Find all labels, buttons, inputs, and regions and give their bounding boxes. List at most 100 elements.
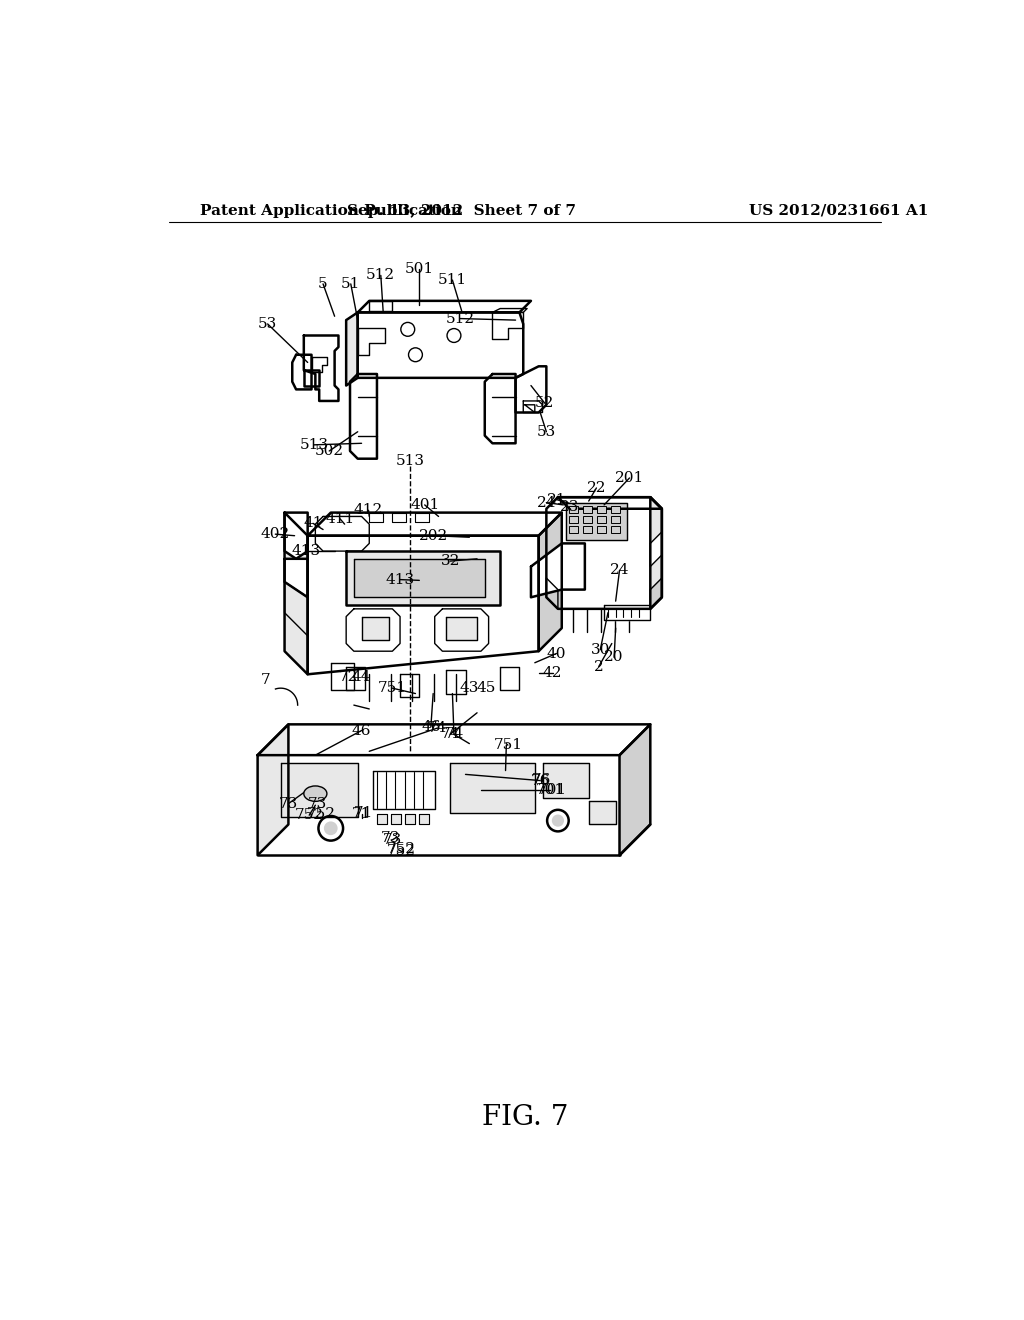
Polygon shape — [357, 313, 523, 378]
Polygon shape — [493, 309, 527, 313]
Polygon shape — [435, 609, 488, 651]
Text: 752: 752 — [387, 842, 416, 857]
Bar — [569, 507, 578, 512]
Polygon shape — [524, 405, 535, 412]
Text: 513: 513 — [395, 454, 425, 469]
Text: 412: 412 — [354, 503, 383, 517]
Bar — [597, 507, 605, 512]
Bar — [611, 507, 620, 512]
Bar — [597, 527, 605, 532]
Text: 513: 513 — [299, 438, 329, 451]
Text: FIG. 7: FIG. 7 — [481, 1104, 568, 1130]
Polygon shape — [350, 374, 377, 459]
Polygon shape — [370, 512, 383, 521]
Polygon shape — [370, 301, 392, 312]
Text: 41: 41 — [303, 516, 323, 531]
Polygon shape — [404, 813, 415, 825]
Polygon shape — [446, 616, 477, 640]
Polygon shape — [604, 605, 650, 620]
Text: 46: 46 — [352, 723, 372, 738]
Bar — [584, 527, 592, 532]
Text: 45: 45 — [476, 681, 496, 696]
Bar — [611, 527, 620, 532]
Text: 76: 76 — [530, 774, 550, 788]
Polygon shape — [620, 725, 650, 855]
Polygon shape — [307, 536, 539, 675]
Polygon shape — [650, 532, 662, 566]
Polygon shape — [565, 503, 628, 540]
Bar — [584, 516, 592, 523]
Text: 202: 202 — [419, 529, 449, 543]
Polygon shape — [543, 763, 589, 797]
Polygon shape — [258, 725, 289, 855]
Polygon shape — [258, 725, 650, 755]
Polygon shape — [304, 335, 339, 401]
Polygon shape — [373, 771, 435, 809]
Text: 751: 751 — [378, 681, 407, 696]
Polygon shape — [354, 558, 484, 597]
Polygon shape — [346, 552, 500, 605]
Polygon shape — [361, 616, 388, 640]
Text: 22: 22 — [587, 480, 606, 495]
Polygon shape — [558, 498, 662, 508]
Text: 402: 402 — [261, 527, 290, 541]
Polygon shape — [285, 582, 307, 636]
Text: 701: 701 — [536, 783, 565, 797]
Text: 76: 76 — [531, 772, 551, 787]
Polygon shape — [346, 313, 357, 385]
Text: 20: 20 — [604, 651, 624, 664]
Text: 72: 72 — [339, 669, 358, 684]
Text: Patent Application Publication: Patent Application Publication — [200, 203, 462, 218]
Bar — [569, 527, 578, 532]
Polygon shape — [285, 512, 307, 675]
Text: 52: 52 — [536, 396, 555, 411]
Polygon shape — [547, 578, 558, 609]
Polygon shape — [331, 663, 354, 689]
Text: 2: 2 — [594, 660, 603, 673]
Text: US 2012/0231661 A1: US 2012/0231661 A1 — [750, 203, 929, 218]
Polygon shape — [315, 516, 370, 552]
Text: 71: 71 — [352, 808, 372, 821]
Polygon shape — [500, 667, 519, 689]
Text: 7: 7 — [260, 673, 270, 688]
Text: 752: 752 — [295, 808, 324, 822]
Text: 74: 74 — [427, 721, 446, 735]
Text: 74: 74 — [444, 727, 464, 742]
Bar — [611, 516, 620, 523]
Text: 23: 23 — [560, 500, 580, 515]
Circle shape — [325, 822, 337, 834]
Polygon shape — [446, 671, 466, 693]
Polygon shape — [292, 355, 311, 389]
Text: 502: 502 — [314, 444, 344, 458]
Text: 40: 40 — [547, 647, 566, 660]
Text: 413: 413 — [385, 573, 415, 586]
Text: 512: 512 — [367, 268, 395, 282]
Text: 53: 53 — [537, 425, 556, 438]
Polygon shape — [304, 370, 319, 385]
Text: 411: 411 — [326, 512, 354, 525]
Text: 43: 43 — [460, 681, 479, 696]
Polygon shape — [285, 558, 307, 597]
Polygon shape — [484, 374, 515, 444]
Polygon shape — [346, 667, 366, 689]
Polygon shape — [515, 367, 547, 412]
Polygon shape — [392, 512, 407, 521]
Bar — [584, 507, 592, 512]
Text: 701: 701 — [538, 783, 567, 797]
Text: 30: 30 — [591, 643, 610, 656]
Ellipse shape — [304, 785, 327, 801]
Polygon shape — [400, 675, 419, 697]
Text: 42: 42 — [543, 665, 562, 680]
Bar — [597, 516, 605, 523]
Text: 401: 401 — [410, 498, 439, 512]
Polygon shape — [451, 763, 535, 813]
Text: 32: 32 — [440, 554, 460, 568]
Text: 21: 21 — [547, 492, 566, 507]
Polygon shape — [531, 544, 585, 597]
Text: 512: 512 — [445, 312, 475, 326]
Polygon shape — [281, 763, 357, 817]
Text: 53: 53 — [258, 317, 278, 331]
Polygon shape — [547, 498, 662, 609]
Polygon shape — [650, 578, 662, 609]
Polygon shape — [307, 512, 562, 536]
